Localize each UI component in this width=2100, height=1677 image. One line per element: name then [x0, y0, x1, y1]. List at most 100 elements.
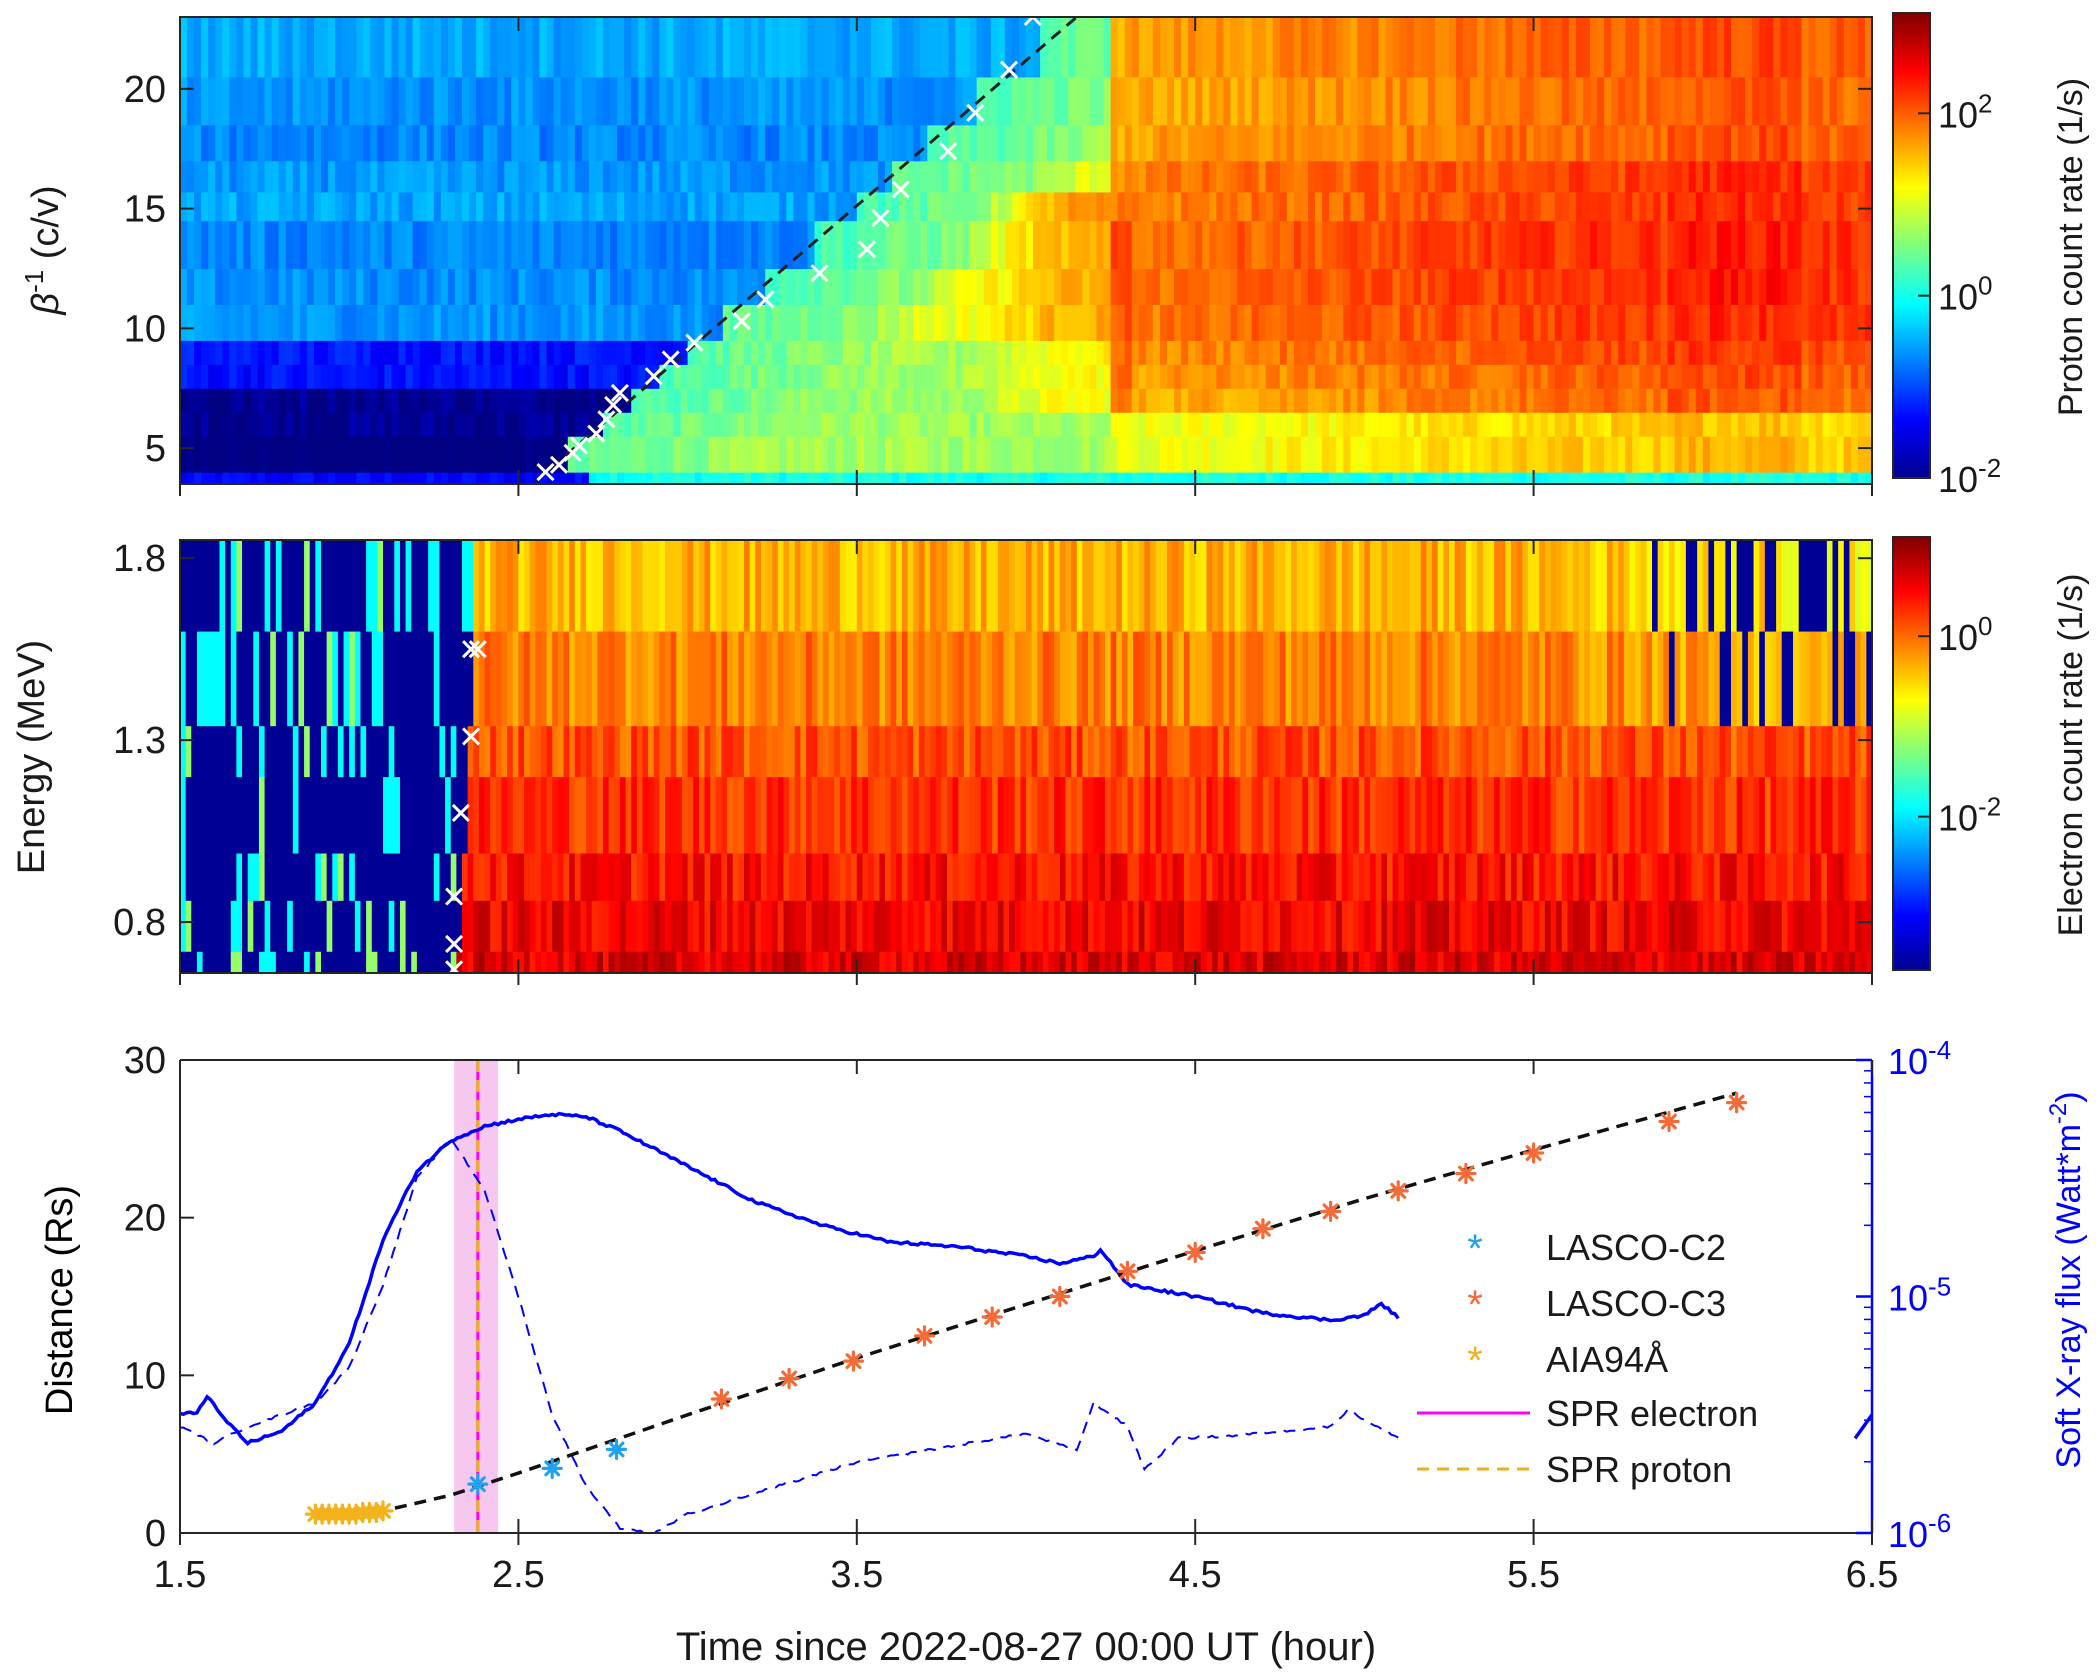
proton-cell: [892, 268, 900, 305]
electron-cell: [1668, 776, 1676, 854]
proton-cell: [476, 17, 484, 78]
electron-cell: [642, 900, 649, 952]
electron-cell: [1449, 852, 1456, 901]
proton-cell: [349, 76, 357, 126]
proton-cell: [1794, 412, 1803, 437]
electron-cell: [1195, 852, 1202, 901]
electron-cell: [501, 900, 508, 952]
proton-cell: [892, 76, 900, 126]
electron-cell: [760, 725, 768, 778]
electron-cell: [1838, 951, 1845, 973]
proton-cell: [1202, 76, 1210, 126]
proton-cell: [673, 364, 682, 389]
electron-cell: [1161, 900, 1168, 952]
proton-cell: [1040, 472, 1048, 484]
electron-cell: [1499, 776, 1506, 854]
electron-cell: [191, 900, 198, 952]
proton-cell: [624, 268, 632, 305]
proton-cell: [1103, 268, 1112, 305]
proton-cell: [645, 268, 653, 305]
electron-cell: [1798, 900, 1805, 952]
electron-cell: [1663, 725, 1670, 778]
electron-cell: [574, 951, 582, 973]
proton-cell: [1272, 17, 1281, 78]
proton-cell: [1286, 124, 1295, 162]
proton-cell: [863, 412, 872, 437]
proton-cell: [913, 436, 921, 473]
proton-cell: [1491, 220, 1499, 270]
proton-cell: [1308, 160, 1316, 193]
electron-cell: [935, 776, 942, 854]
proton-onset-marker: [597, 410, 616, 429]
proton-cell: [659, 220, 668, 270]
proton-cell: [800, 191, 809, 222]
electron-cell: [1573, 951, 1580, 973]
proton-cell: [194, 364, 202, 389]
electron-cell: [309, 630, 316, 727]
electron-cell: [597, 951, 604, 973]
electron-cell: [512, 725, 519, 778]
proton-cell: [532, 472, 541, 484]
electron-cell: [901, 852, 909, 901]
proton-cell: [1491, 76, 1499, 126]
electron-cell: [958, 900, 965, 952]
electron-cell: [1189, 776, 1196, 854]
proton-cell: [525, 388, 534, 413]
electron-cell: [422, 725, 429, 778]
proton-cell: [722, 268, 731, 305]
proton-cell: [236, 124, 245, 162]
electron-cell: [1054, 725, 1061, 778]
proton-cell: [744, 220, 752, 270]
electron-cell: [1832, 951, 1839, 973]
proton-cell: [462, 472, 470, 484]
proton-cell: [1597, 124, 1605, 162]
proton-cell: [377, 364, 386, 389]
proton-cell: [1237, 220, 1246, 270]
electron-cell: [1347, 852, 1354, 901]
electron-cell: [665, 776, 672, 854]
proton-cell: [1145, 17, 1154, 78]
proton-cell: [1089, 268, 1098, 305]
electron-cell: [1556, 776, 1563, 854]
proton-cell: [1554, 124, 1563, 162]
proton-cell: [793, 304, 801, 341]
electron-cell: [309, 951, 316, 973]
proton-cell: [1477, 220, 1485, 270]
proton-cell: [490, 388, 498, 413]
proton-cell: [1674, 268, 1683, 305]
proton-cell: [483, 76, 491, 126]
proton-cell: [624, 304, 632, 341]
proton-cell: [1738, 160, 1746, 193]
proton-cell: [560, 124, 569, 162]
electron-cell: [1533, 951, 1540, 973]
proton-cell: [1068, 436, 1076, 473]
proton-cell: [659, 412, 668, 437]
electron-cell: [1009, 776, 1016, 854]
proton-cell: [1639, 472, 1647, 484]
proton-cell: [1117, 304, 1126, 341]
proton-cell: [1745, 191, 1753, 222]
electron-cell: [1099, 725, 1106, 778]
proton-cell: [666, 220, 675, 270]
proton-cell: [264, 160, 273, 193]
proton-cell: [976, 304, 985, 341]
proton-cell: [744, 364, 752, 389]
proton-cell: [412, 124, 421, 162]
proton-cell: [342, 340, 350, 365]
electron-cell: [495, 630, 503, 727]
proton-cell: [285, 364, 294, 389]
proton-cell: [1590, 436, 1598, 473]
proton-cell: [1759, 268, 1767, 305]
electron-cell: [1731, 776, 1738, 854]
proton-cell: [1244, 304, 1253, 341]
electron-cell: [783, 951, 790, 973]
electron-cell: [704, 725, 711, 778]
proton-cell: [1265, 268, 1274, 305]
proton-cell: [617, 388, 625, 413]
proton-cell: [927, 388, 935, 413]
proton-cell: [1300, 388, 1309, 413]
electron-cell: [907, 776, 914, 854]
electron-cell: [873, 951, 880, 973]
proton-cell: [1385, 220, 1394, 270]
proton-cell: [328, 340, 336, 365]
